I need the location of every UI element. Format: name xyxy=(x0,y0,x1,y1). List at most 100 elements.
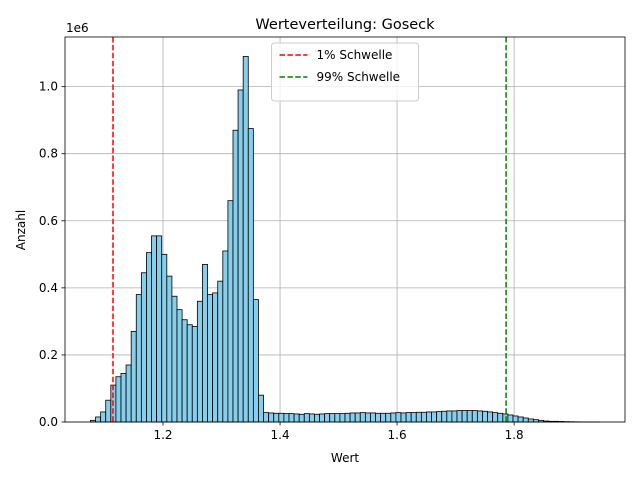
bar xyxy=(324,413,331,423)
bar xyxy=(100,411,107,423)
bar xyxy=(191,326,198,423)
bar xyxy=(151,235,158,423)
axes-frame xyxy=(64,36,626,423)
bar xyxy=(263,412,270,423)
y-tick-label: 0.6 xyxy=(39,214,58,228)
bar xyxy=(512,415,519,423)
bar xyxy=(344,412,351,423)
bar xyxy=(314,413,320,423)
bar xyxy=(156,235,163,423)
bar xyxy=(268,412,275,423)
bar xyxy=(120,372,127,423)
bar xyxy=(227,200,234,423)
bar xyxy=(202,263,208,423)
bar xyxy=(461,410,468,423)
bar xyxy=(456,410,463,423)
bar xyxy=(446,410,453,423)
bar xyxy=(298,413,305,423)
x-tick-label: 1.4 xyxy=(271,428,290,442)
bar xyxy=(349,412,356,423)
bar xyxy=(232,129,239,423)
bar xyxy=(252,299,259,423)
bar xyxy=(420,411,427,423)
bar xyxy=(166,275,173,423)
bar xyxy=(405,412,412,423)
bar xyxy=(196,300,203,423)
bar xyxy=(375,412,382,423)
bar xyxy=(359,412,366,423)
bar xyxy=(334,413,341,423)
bar xyxy=(125,364,132,423)
bar xyxy=(288,413,295,423)
bar xyxy=(176,309,183,423)
bar xyxy=(293,413,300,423)
bar xyxy=(329,413,336,423)
y-tick-label: 0.2 xyxy=(39,348,58,362)
y-tick-label: 0.4 xyxy=(39,281,58,295)
bar xyxy=(517,416,524,423)
bar xyxy=(278,412,285,423)
bar xyxy=(390,412,397,423)
bar xyxy=(370,412,376,423)
bar xyxy=(507,414,514,423)
bar xyxy=(487,411,494,423)
x-tick-label: 1.6 xyxy=(388,428,407,442)
bar xyxy=(273,412,280,423)
bar xyxy=(522,417,529,423)
bar xyxy=(140,272,147,423)
bar xyxy=(426,411,432,423)
bar xyxy=(115,376,122,423)
bar xyxy=(212,292,219,423)
legend-label: 1% Schwelle xyxy=(317,48,393,62)
bar xyxy=(497,412,504,423)
bar xyxy=(466,410,473,423)
bar xyxy=(171,295,178,423)
bar xyxy=(308,413,315,423)
bar xyxy=(482,410,488,423)
bar xyxy=(436,411,443,423)
bar xyxy=(354,412,361,423)
y-axis-label: Anzahl xyxy=(14,210,28,250)
bar xyxy=(135,294,142,423)
bar xyxy=(303,413,310,423)
bar xyxy=(476,410,483,423)
bar xyxy=(431,411,438,423)
bar xyxy=(95,416,102,423)
bar xyxy=(492,412,499,423)
bar xyxy=(471,410,478,423)
x-tick-label: 1.8 xyxy=(505,428,524,442)
bar xyxy=(451,410,458,423)
y-tick-label: 0.0 xyxy=(39,415,58,429)
bar xyxy=(105,399,112,423)
bar xyxy=(283,413,290,423)
chart-title: Werteverteilung: Goseck xyxy=(255,17,435,33)
bar xyxy=(339,413,346,423)
x-axis-label: Wert xyxy=(331,451,359,465)
bar xyxy=(410,412,417,423)
bar xyxy=(161,253,168,423)
bar xyxy=(441,410,448,423)
bar xyxy=(207,294,214,423)
bar xyxy=(380,412,387,423)
legend-label: 99% Schwelle xyxy=(317,70,401,84)
bar xyxy=(400,412,407,423)
bar xyxy=(258,394,264,423)
bar xyxy=(385,412,392,423)
y-offset-label: 1e6 xyxy=(66,21,89,35)
bar xyxy=(242,56,249,423)
bar xyxy=(181,319,188,423)
bar xyxy=(237,89,244,423)
x-tick-label: 1.2 xyxy=(153,428,172,442)
bar xyxy=(130,331,137,423)
bar xyxy=(395,412,402,423)
bar xyxy=(217,280,224,423)
legend-box xyxy=(271,42,419,102)
bar xyxy=(527,418,534,423)
bar xyxy=(222,250,229,423)
bar xyxy=(364,412,371,423)
y-tick-label: 1.0 xyxy=(39,80,58,94)
bar xyxy=(186,324,193,423)
bar xyxy=(319,413,326,423)
bar xyxy=(247,128,254,423)
